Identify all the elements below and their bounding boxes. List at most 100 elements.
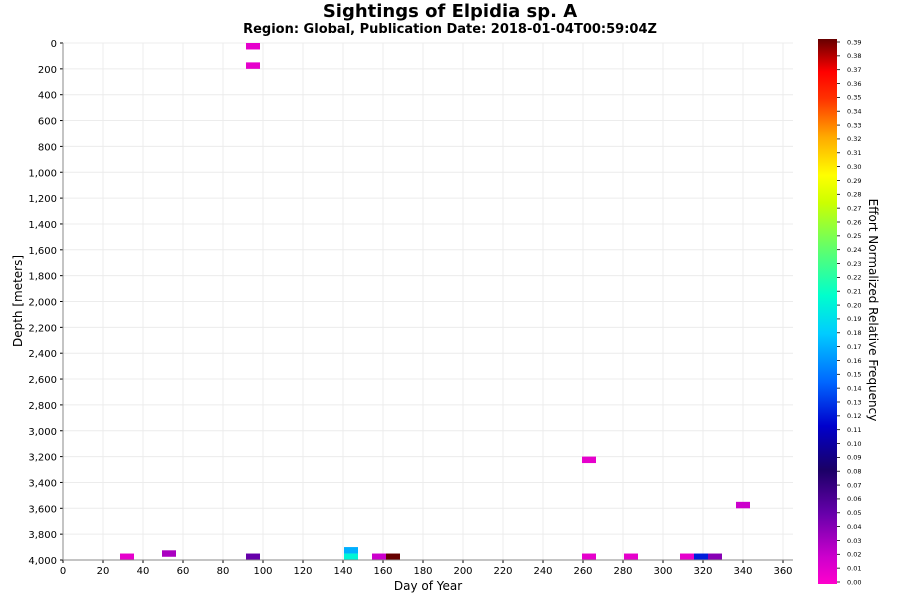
heatmap-cell [162, 550, 176, 557]
y-tick-label: 2,200 [28, 323, 57, 334]
colorbar-tick-label: 0.02 [847, 551, 861, 559]
colorbar-tick-label: 0.35 [847, 94, 861, 102]
colorbar-tick-label: 0.11 [847, 426, 861, 434]
colorbar-tick-label: 0.20 [847, 301, 861, 309]
colorbar-tick-label: 0.36 [847, 80, 861, 88]
colorbar-tick-label: 0.13 [847, 398, 861, 406]
x-tick-label: 60 [177, 566, 190, 577]
x-tick-label: 200 [453, 566, 472, 577]
heatmap-cell [582, 553, 596, 560]
y-tick-label: 0 [51, 39, 57, 50]
heatmap-cell [246, 62, 260, 69]
y-tick-label: 3,200 [28, 453, 57, 464]
y-tick-label: 1,400 [28, 220, 57, 231]
x-tick-label: 220 [493, 566, 512, 577]
heatmap-cell [386, 553, 400, 560]
colorbar-tick-label: 0.05 [847, 509, 861, 517]
heatmap-cell [582, 456, 596, 464]
y-tick-label: 3,000 [28, 427, 57, 438]
x-tick-label: 240 [533, 566, 552, 577]
x-tick-label: 0 [60, 566, 66, 577]
heatmap-cell [694, 553, 708, 560]
colorbar-tick-label: 0.17 [847, 343, 861, 351]
colorbar-tick-label: 0.12 [847, 412, 861, 420]
y-tick-label: 1,000 [28, 168, 57, 179]
y-tick-label: 400 [38, 91, 57, 102]
x-tick-label: 120 [293, 566, 312, 577]
x-tick-label: 20 [97, 566, 110, 577]
heatmap-cell [708, 553, 722, 560]
x-tick-label: 300 [653, 566, 672, 577]
colorbar-tick-label: 0.31 [847, 149, 861, 157]
y-tick-label: 3,800 [28, 530, 57, 541]
colorbar-tick-label: 0.14 [847, 384, 861, 392]
colorbar-tick-label: 0.01 [847, 564, 861, 572]
y-tick-label: 2,800 [28, 401, 57, 412]
colorbar-tick-label: 0.29 [847, 177, 861, 185]
heatmap-cell [246, 43, 260, 50]
x-tick-label: 340 [733, 566, 752, 577]
colorbar-tick-label: 0.16 [847, 357, 861, 365]
colorbar-tick-label: 0.06 [847, 495, 861, 503]
colorbar-tick-label: 0.37 [847, 66, 861, 74]
colorbar-gradient [818, 39, 837, 584]
colorbar: 0.00 0.01 0.02 0.03 0.04 0.05 0.06 0.07 0.08 0.09… [818, 38, 861, 586]
colorbar-tick-label: 0.24 [847, 246, 861, 254]
colorbar-tick-label: 0.09 [847, 454, 861, 462]
colorbar-tick-label: 0.03 [847, 537, 861, 545]
y-tick-label: 3,600 [28, 504, 57, 515]
heatmap-cell [120, 553, 134, 560]
colorbar-tick-label: 0.07 [847, 481, 861, 489]
colorbar-label: Effort Normalized Relative Frequency [866, 199, 880, 422]
colorbar-tick-label: 0.19 [847, 315, 861, 323]
chart-subtitle: Region: Global, Publication Date: 2018-0… [243, 22, 657, 37]
colorbar-tick-label: 0.34 [847, 108, 861, 116]
y-tick-label: 2,000 [28, 298, 57, 309]
colorbar-tick-label: 0.27 [847, 204, 861, 212]
colorbar-tick-label: 0.39 [847, 38, 861, 46]
y-tick-label: 2,600 [28, 375, 57, 386]
x-tick-label: 80 [217, 566, 230, 577]
y-tick-label: 1,600 [28, 246, 57, 257]
colorbar-tick-label: 0.28 [847, 191, 861, 199]
colorbar-tick-label: 0.22 [847, 274, 861, 282]
x-tick-label: 140 [333, 566, 352, 577]
x-tick-label: 280 [613, 566, 632, 577]
colorbar-tick-label: 0.30 [847, 163, 861, 171]
colorbar-tick-label: 0.21 [847, 288, 861, 296]
x-tick-label: 180 [413, 566, 432, 577]
colorbar-tick-label: 0.26 [847, 218, 861, 226]
y-tick-label: 1,800 [28, 272, 57, 283]
colorbar-tick-label: 0.33 [847, 121, 861, 129]
heatmap-cell [624, 553, 638, 560]
colorbar-tick-label: 0.08 [847, 468, 861, 476]
x-axis-label: Day of Year [394, 579, 462, 593]
y-tick-label: 2,400 [28, 349, 57, 360]
heatmap-cell [344, 553, 358, 560]
colorbar-tick-label: 0.00 [847, 578, 861, 586]
y-tick-label: 1,200 [28, 194, 57, 205]
colorbar-tick-label: 0.32 [847, 135, 861, 143]
heatmap-cell [680, 553, 694, 560]
y-tick-label: 3,400 [28, 478, 57, 489]
axes: 0 20 40 60 80 100 120 140 160 180 200 220 240 260 280 3… [28, 39, 793, 577]
heatmap-cell [372, 553, 386, 560]
y-tick-label: 200 [38, 65, 57, 76]
colorbar-tick-label: 0.18 [847, 329, 861, 337]
heatmap-cells [120, 43, 750, 560]
x-tick-label: 260 [573, 566, 592, 577]
y-tick-label: 800 [38, 142, 57, 153]
x-tick-label: 40 [137, 566, 150, 577]
colorbar-tick-label: 0.15 [847, 371, 861, 379]
colorbar-tick-label: 0.38 [847, 52, 861, 60]
heatmap-cell [736, 501, 750, 509]
y-axis-label: Depth [meters] [11, 255, 25, 347]
chart-title: Sightings of Elpidia sp. A [322, 1, 578, 22]
y-tick-label: 4,000 [28, 556, 57, 567]
x-tick-label: 160 [373, 566, 392, 577]
heatmap-cell [246, 553, 260, 560]
y-tick-label: 600 [38, 117, 57, 128]
colorbar-tick-label: 0.10 [847, 440, 861, 448]
x-tick-label: 100 [253, 566, 272, 577]
